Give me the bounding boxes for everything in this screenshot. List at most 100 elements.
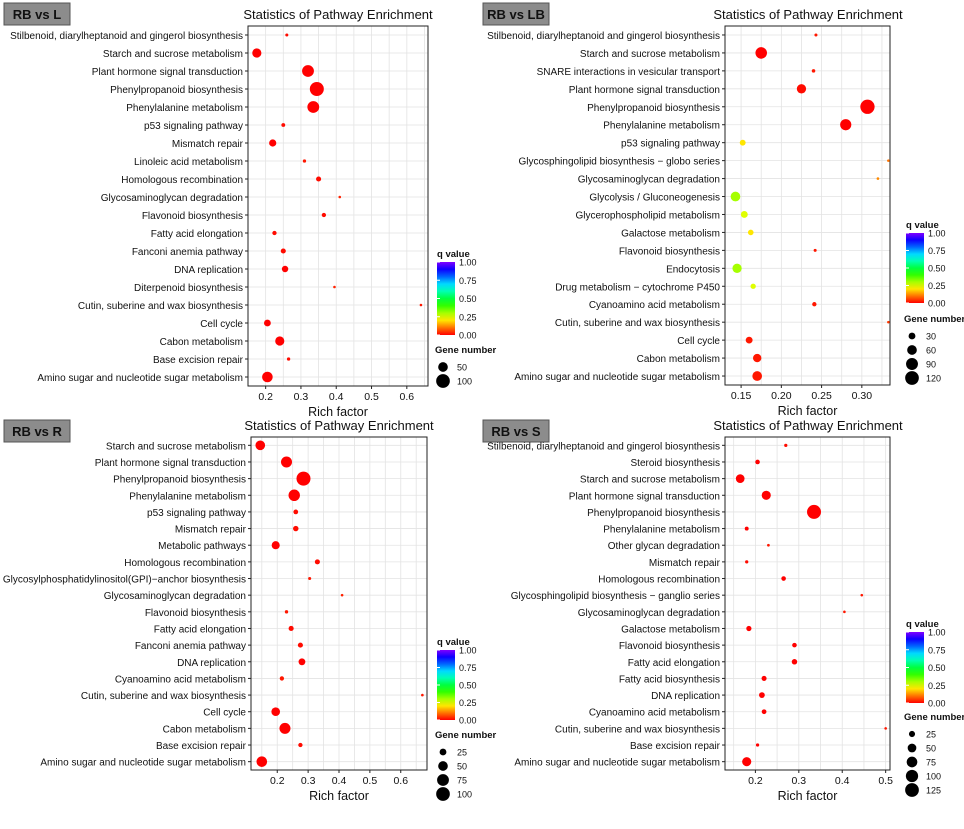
y-tick-label: Galactose metabolism bbox=[621, 228, 720, 239]
data-point bbox=[281, 456, 293, 468]
data-point bbox=[761, 675, 767, 681]
data-point bbox=[269, 139, 277, 147]
x-tick-label: 0.15 bbox=[731, 390, 752, 402]
data-point bbox=[887, 320, 890, 324]
y-tick-label: Glycosaminoglycan degradation bbox=[101, 193, 243, 204]
data-point bbox=[813, 248, 817, 252]
data-point bbox=[421, 693, 424, 697]
plot-border bbox=[247, 25, 429, 387]
plot-border bbox=[724, 436, 891, 771]
data-point bbox=[293, 525, 299, 532]
y-tick-label: Fatty acid elongation bbox=[151, 229, 243, 240]
y-tick-label: Plant hormone signal transduction bbox=[569, 85, 720, 96]
x-tick-label: 0.2 bbox=[258, 391, 273, 403]
x-tick-label: 0.4 bbox=[329, 391, 344, 403]
x-tick-label: 0.6 bbox=[400, 391, 415, 403]
data-point bbox=[302, 65, 314, 77]
y-tick-label: Stilbenoid, diarylheptanoid and gingerol… bbox=[487, 441, 720, 452]
q-legend-tick-label: 1.00 bbox=[928, 229, 946, 239]
y-tick-label: Plant hormone signal transduction bbox=[95, 458, 246, 469]
gene-legend-dot bbox=[436, 787, 450, 801]
data-point bbox=[761, 709, 767, 715]
q-colorbar bbox=[906, 233, 924, 303]
q-legend-tick-label: 0.00 bbox=[928, 699, 946, 709]
gene-legend-dot bbox=[905, 769, 919, 783]
x-tick-label: 0.30 bbox=[852, 390, 873, 402]
y-tick-label: Fatty acid elongation bbox=[628, 658, 720, 669]
data-point bbox=[755, 459, 760, 465]
y-tick-label: Phenylalanine metabolism bbox=[603, 121, 720, 132]
data-point bbox=[419, 303, 423, 307]
y-tick-label: Flavonoid biosynthesis bbox=[619, 641, 720, 652]
data-point bbox=[752, 353, 762, 363]
data-point bbox=[262, 371, 273, 383]
data-point bbox=[316, 176, 322, 182]
data-point bbox=[256, 756, 268, 767]
y-tick-label: Starch and sucrose metabolism bbox=[580, 475, 720, 486]
y-tick-label: Plant hormone signal transduction bbox=[569, 491, 720, 502]
gene-legend-title: Gene number bbox=[435, 730, 497, 741]
y-tick-label: Glycosaminoglycan degradation bbox=[104, 591, 246, 602]
y-tick-label: Cutin, suberine and wax biosynthesis bbox=[78, 301, 243, 312]
y-tick-label: Base excision repair bbox=[630, 741, 721, 752]
data-point bbox=[750, 283, 756, 289]
y-tick-label: Cabon metabolism bbox=[637, 354, 720, 365]
gene-legend-dot bbox=[438, 761, 448, 771]
data-point bbox=[884, 727, 887, 730]
q-legend-tick-label: 0.25 bbox=[459, 312, 477, 322]
data-point bbox=[755, 743, 760, 747]
panel-tag: RB vs R bbox=[12, 424, 62, 439]
y-tick-label: Galactose metabolism bbox=[621, 624, 720, 635]
panel-rb-vs-l: RB vs L Statistics of Pathway EnrichmentS… bbox=[3, 2, 497, 419]
q-legend-title: q value bbox=[437, 249, 470, 260]
gene-legend-label: 50 bbox=[457, 762, 467, 772]
data-point bbox=[784, 443, 788, 447]
gene-legend-label: 50 bbox=[926, 744, 936, 754]
gene-legend-label: 100 bbox=[926, 772, 941, 782]
y-tick-label: Base excision repair bbox=[156, 741, 247, 752]
data-point bbox=[272, 230, 277, 236]
y-tick-label: Cabon metabolism bbox=[163, 724, 246, 735]
q-legend-tick-label: 1.00 bbox=[459, 258, 477, 268]
q-legend-tick-label: 0.00 bbox=[459, 716, 477, 726]
panel-tag: RB vs S bbox=[491, 424, 540, 439]
y-tick-label: Glycosphingolipid biosynthesis − globo s… bbox=[518, 157, 720, 168]
q-legend-tick-label: 0.50 bbox=[928, 663, 946, 673]
x-tick-label: 0.20 bbox=[771, 390, 792, 402]
y-tick-label: Flavonoid biosynthesis bbox=[619, 246, 720, 257]
data-point bbox=[807, 504, 822, 519]
data-point bbox=[876, 177, 880, 180]
data-point bbox=[746, 625, 752, 632]
y-tick-label: Metabolic pathways bbox=[158, 541, 246, 552]
data-point bbox=[742, 757, 752, 767]
gene-legend-dot bbox=[907, 743, 917, 753]
data-point bbox=[321, 212, 327, 218]
data-point bbox=[747, 229, 754, 236]
data-point bbox=[252, 48, 262, 58]
y-tick-label: Amino sugar and nucleotide sugar metabol… bbox=[514, 758, 720, 769]
y-tick-label: Homologous recombination bbox=[598, 575, 720, 586]
data-point bbox=[298, 658, 306, 666]
y-tick-label: DNA replication bbox=[651, 691, 720, 702]
y-tick-label: DNA replication bbox=[174, 265, 243, 276]
gene-legend-title: Gene number bbox=[435, 345, 497, 356]
x-tick-label: 0.5 bbox=[363, 775, 378, 787]
plot-area bbox=[247, 25, 429, 387]
data-point bbox=[288, 625, 294, 632]
y-tick-label: Homologous recombination bbox=[124, 558, 246, 569]
gene-legend-title: Gene number bbox=[904, 712, 964, 723]
data-point bbox=[296, 471, 311, 486]
x-axis-label: Rich factor bbox=[308, 405, 368, 419]
y-tick-label: Cyanoamino acid metabolism bbox=[589, 708, 720, 719]
data-point bbox=[814, 33, 818, 37]
gene-legend-label: 75 bbox=[926, 758, 936, 768]
data-point bbox=[281, 123, 286, 127]
data-point bbox=[755, 47, 767, 59]
gene-legend-label: 25 bbox=[926, 730, 936, 740]
plot-border bbox=[724, 25, 891, 386]
data-point bbox=[285, 33, 289, 37]
q-legend-tick-label: 0.00 bbox=[928, 299, 946, 309]
y-tick-label: Mismatch repair bbox=[175, 525, 247, 536]
gene-legend-dot bbox=[906, 358, 918, 370]
